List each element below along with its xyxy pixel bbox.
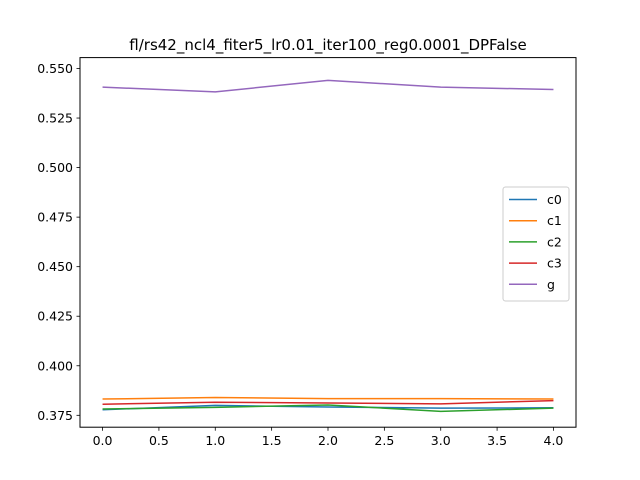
y-tick-label: 0.550 <box>37 61 73 76</box>
legend-label-c2: c2 <box>547 234 562 249</box>
legend: c0 c1 c2 c3 g <box>502 186 570 302</box>
legend-box <box>502 186 570 302</box>
series-line-c3 <box>102 399 554 405</box>
legend-label-c0: c0 <box>547 192 562 207</box>
x-tick-label: 3.5 <box>487 433 507 448</box>
y-tick-label: 0.375 <box>37 408 73 423</box>
x-tick-label: 4.0 <box>544 433 564 448</box>
y-tick-label: 0.400 <box>37 358 73 373</box>
chart-title: fl/rs42_ncl4_fiter5_lr0.01_iter100_reg0.… <box>129 36 526 55</box>
x-tick-label: 0.0 <box>93 433 113 448</box>
x-tick-label: 1.0 <box>205 433 225 448</box>
x-tick-label: 3.0 <box>431 433 451 448</box>
y-tick-label: 0.500 <box>37 160 73 175</box>
y-tick-label: 0.425 <box>37 309 73 324</box>
series-line-c0 <box>102 404 554 411</box>
series-line-g <box>102 79 554 93</box>
y-tick-label: 0.450 <box>37 259 73 274</box>
legend-label-c3: c3 <box>547 256 562 271</box>
y-axis: 0.375 0.400 0.425 0.450 0.475 0.500 0.525 0.550 <box>37 61 80 423</box>
x-tick-label: 1.5 <box>262 433 282 448</box>
plot-area-frame <box>79 57 577 428</box>
y-tick-label: 0.475 <box>37 210 73 225</box>
x-tick-label: 0.5 <box>149 433 169 448</box>
x-tick-label: 2.5 <box>374 433 394 448</box>
series-line-c2 <box>102 404 554 413</box>
y-tick-label: 0.525 <box>37 111 73 126</box>
x-axis: 0.0 0.5 1.0 1.5 2.0 2.5 3.0 3.5 4.0 <box>93 427 564 448</box>
legend-label-c1: c1 <box>547 213 562 228</box>
series-line-c1 <box>102 396 554 400</box>
x-tick-label: 2.0 <box>318 433 338 448</box>
series-lines <box>102 79 554 413</box>
legend-label-g: g <box>547 277 555 292</box>
